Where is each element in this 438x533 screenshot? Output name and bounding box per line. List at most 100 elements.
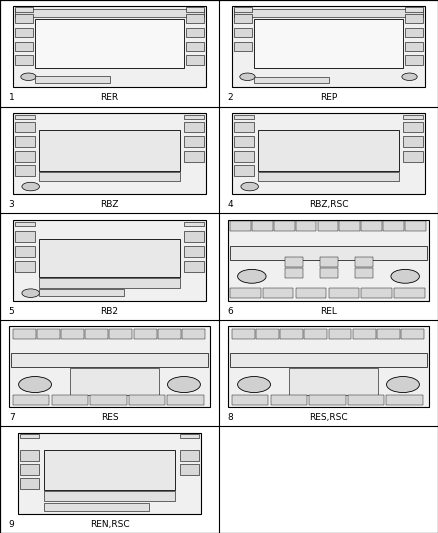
Bar <box>252 221 272 231</box>
Text: RES: RES <box>101 413 118 422</box>
Text: RER: RER <box>100 93 119 102</box>
Bar <box>234 165 254 176</box>
Bar <box>37 329 60 339</box>
Bar <box>263 288 293 298</box>
Bar <box>232 113 425 194</box>
Ellipse shape <box>237 376 270 392</box>
Bar <box>15 136 35 147</box>
Bar <box>339 221 360 231</box>
Text: RB2: RB2 <box>100 306 119 316</box>
Bar <box>377 329 399 339</box>
Bar <box>13 113 206 194</box>
Bar <box>85 329 109 339</box>
Text: REL: REL <box>320 306 337 316</box>
Bar <box>186 55 204 65</box>
Bar <box>186 14 204 23</box>
Bar <box>280 329 303 339</box>
Bar <box>15 115 35 119</box>
Bar <box>258 130 399 171</box>
Bar <box>296 221 316 231</box>
Bar <box>234 115 254 119</box>
Bar <box>13 220 206 301</box>
Bar <box>180 434 199 438</box>
Bar <box>405 55 423 65</box>
Bar <box>184 151 204 162</box>
Bar <box>184 115 204 119</box>
Bar <box>44 450 175 490</box>
Bar <box>285 257 303 266</box>
Bar <box>15 165 35 176</box>
Bar <box>167 395 204 405</box>
Bar <box>230 246 427 260</box>
Ellipse shape <box>18 376 52 392</box>
Text: REN,RSC: REN,RSC <box>90 520 129 529</box>
Ellipse shape <box>240 73 255 80</box>
Bar <box>158 329 180 339</box>
Text: 9: 9 <box>9 520 14 529</box>
Bar <box>35 76 110 83</box>
Bar <box>186 28 204 37</box>
Bar <box>184 222 204 226</box>
Bar <box>234 136 254 147</box>
Bar <box>232 6 425 87</box>
Ellipse shape <box>167 376 200 392</box>
Bar <box>254 77 328 83</box>
Bar <box>271 395 307 405</box>
Bar <box>70 368 159 395</box>
Text: RBZ,RSC: RBZ,RSC <box>309 200 348 209</box>
Bar <box>110 329 132 339</box>
Bar <box>401 329 424 339</box>
Bar <box>15 55 33 65</box>
Bar <box>289 368 378 395</box>
Bar <box>180 464 199 475</box>
Text: 4: 4 <box>228 200 233 209</box>
Bar <box>394 288 425 298</box>
Bar <box>403 151 423 162</box>
Ellipse shape <box>386 376 419 392</box>
Bar <box>405 42 423 51</box>
Ellipse shape <box>237 269 266 283</box>
Bar <box>234 122 254 132</box>
Bar <box>39 130 180 171</box>
Bar <box>39 289 124 296</box>
Bar <box>383 221 404 231</box>
Bar <box>309 395 346 405</box>
Bar <box>15 9 204 17</box>
Bar <box>15 246 35 257</box>
Bar <box>254 19 403 68</box>
Bar <box>15 261 35 272</box>
Bar <box>180 450 199 461</box>
Bar <box>405 7 423 12</box>
Text: RES,RSC: RES,RSC <box>309 413 348 422</box>
Ellipse shape <box>21 73 36 80</box>
Bar <box>296 288 326 298</box>
Bar <box>353 329 375 339</box>
Bar <box>61 329 84 339</box>
Bar <box>285 268 303 278</box>
Bar <box>184 136 204 147</box>
Bar <box>184 122 204 132</box>
Bar <box>15 151 35 162</box>
Bar <box>39 172 180 181</box>
Bar <box>361 221 382 231</box>
Bar <box>232 395 268 405</box>
Bar <box>228 220 429 301</box>
Bar <box>18 433 201 514</box>
Bar <box>15 42 33 51</box>
Bar <box>318 221 338 231</box>
Bar <box>230 288 261 298</box>
Bar <box>258 172 399 181</box>
Ellipse shape <box>22 289 39 297</box>
Bar <box>182 329 205 339</box>
Bar <box>90 395 127 405</box>
Bar <box>13 6 206 87</box>
Bar <box>15 122 35 132</box>
Bar <box>15 14 33 23</box>
Bar <box>15 222 35 226</box>
Text: 8: 8 <box>228 413 233 422</box>
Bar <box>39 278 180 288</box>
Bar <box>355 257 373 266</box>
Bar <box>20 450 39 461</box>
Bar <box>232 329 255 339</box>
Text: 2: 2 <box>228 93 233 102</box>
